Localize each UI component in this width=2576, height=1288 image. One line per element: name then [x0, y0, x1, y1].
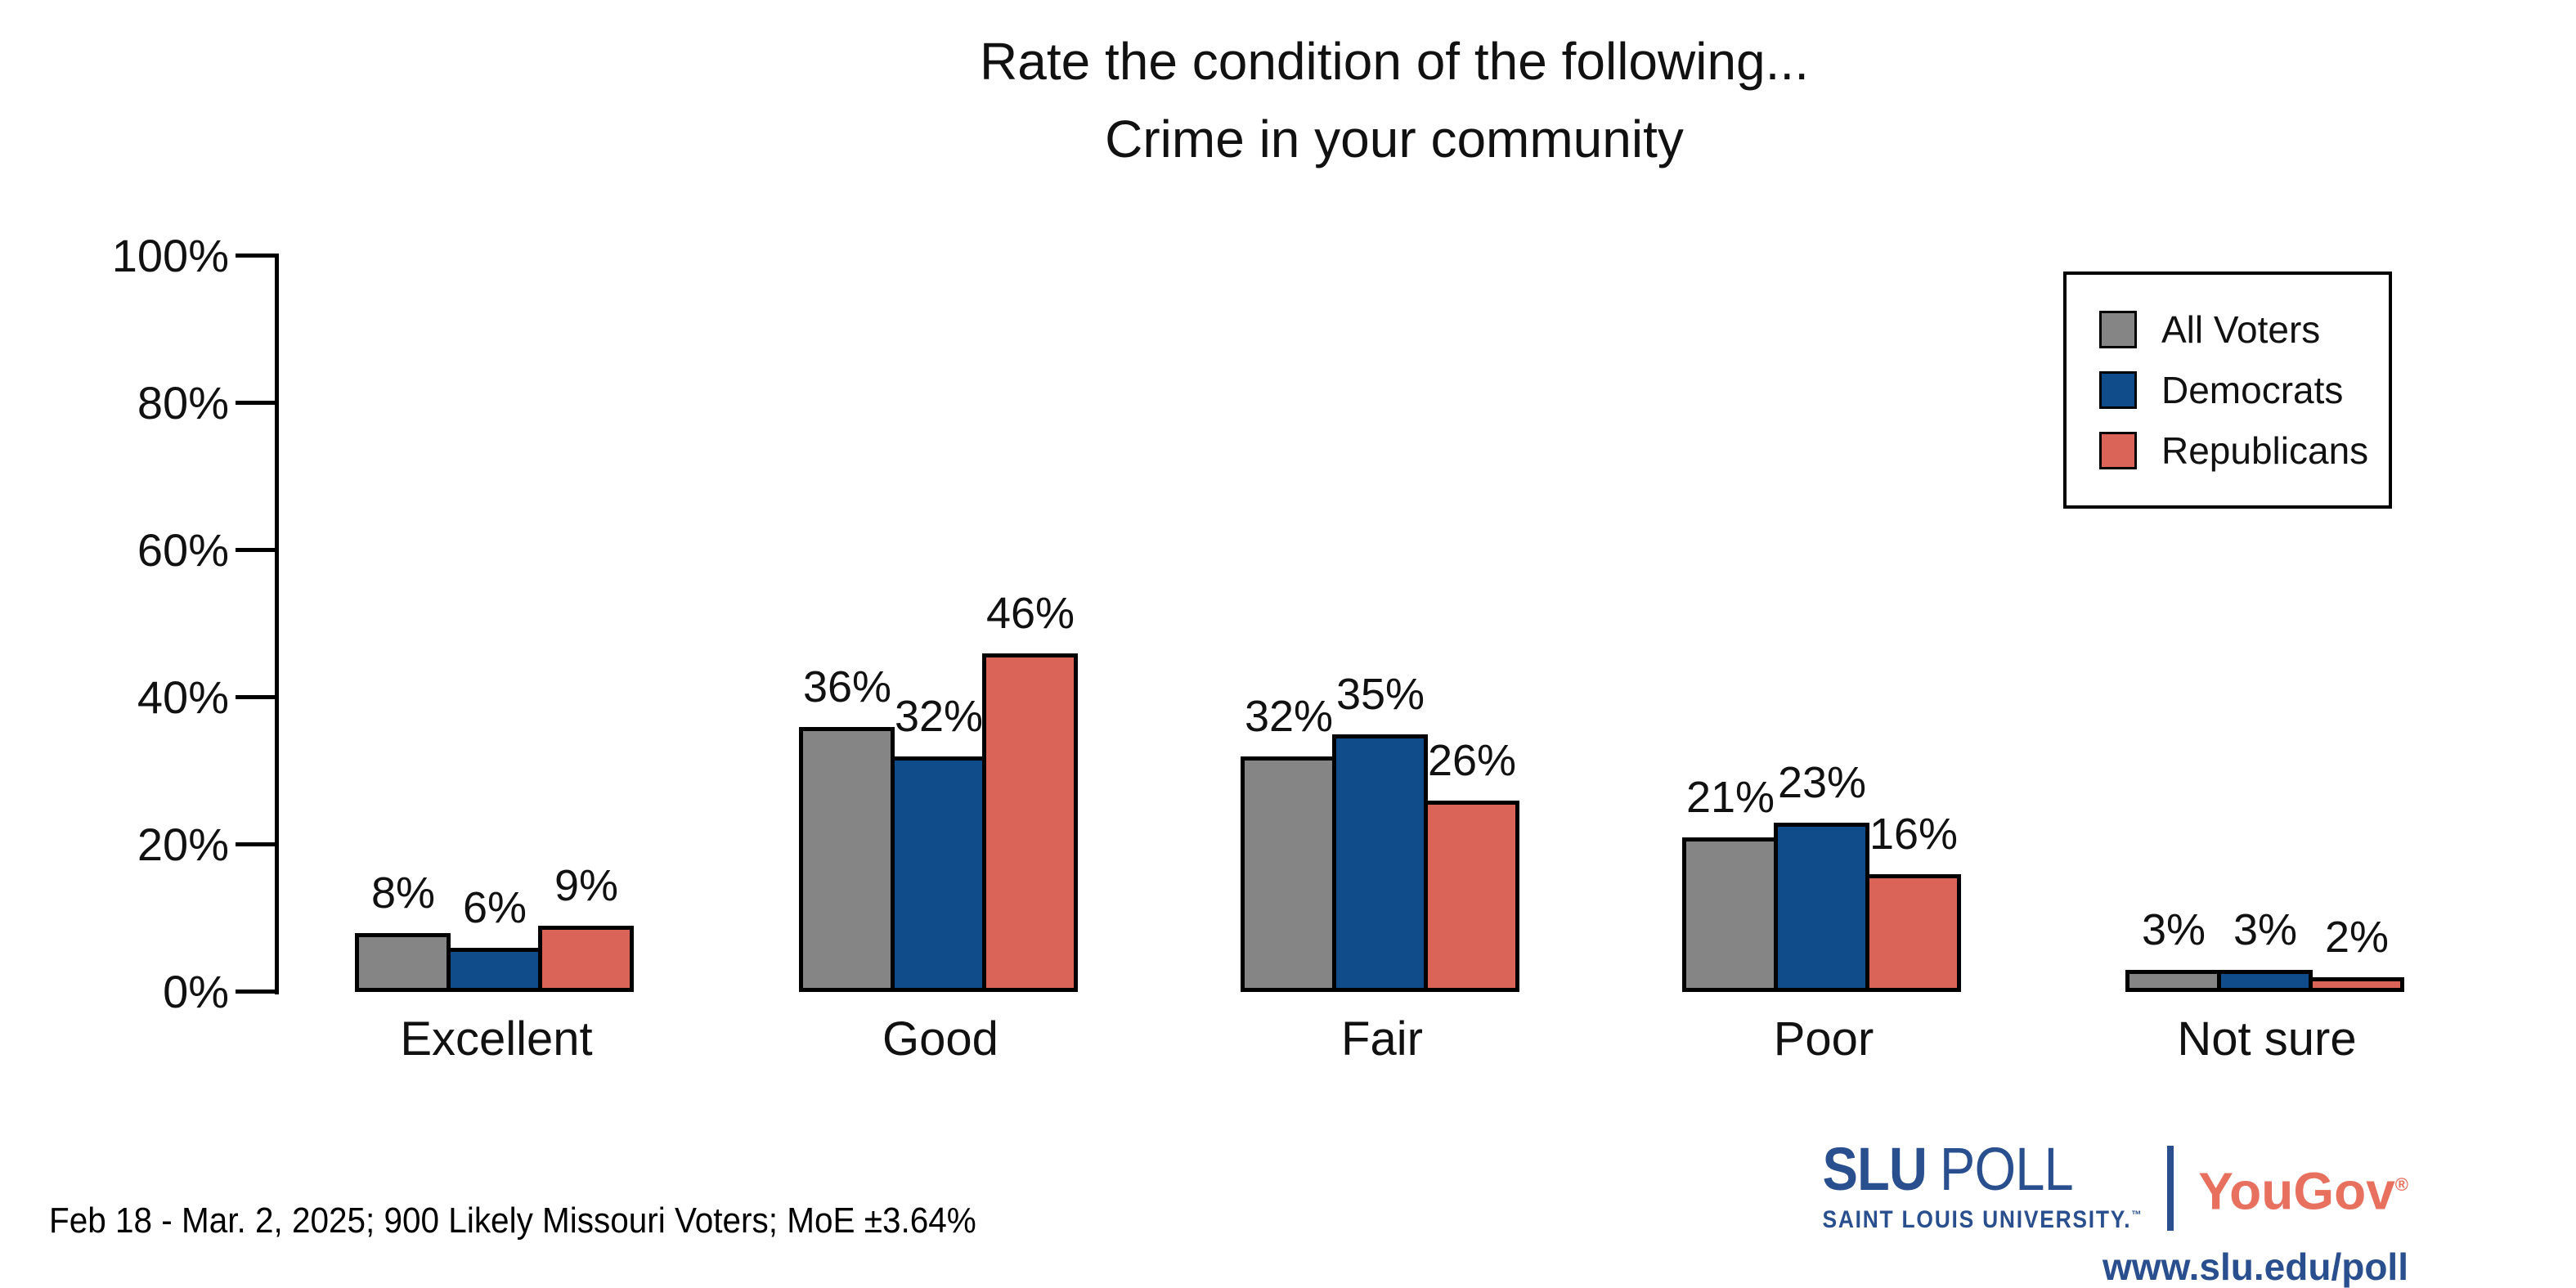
- legend-item: Republicans: [2099, 431, 2389, 470]
- y-axis-tick: [236, 695, 279, 699]
- bar: [799, 727, 895, 992]
- registered-symbol: ®: [2394, 1174, 2408, 1195]
- bar-value-label: 23%: [1777, 758, 1867, 807]
- bar-value-label: 36%: [802, 662, 892, 711]
- bar: [447, 948, 542, 992]
- category-label: Excellent: [400, 1012, 593, 1066]
- bar-value-label: 32%: [894, 692, 984, 741]
- logo-divider: [2167, 1145, 2174, 1231]
- poll-wordmark-text: POLL: [1939, 1135, 2074, 1203]
- branding-row: SLU POLL SAINT LOUIS UNIVERSITY.™ YouGov®: [1779, 1139, 2408, 1236]
- bar-value-label: 46%: [985, 589, 1075, 638]
- bar: [1424, 801, 1519, 992]
- slu-wordmark-text: SLU: [1822, 1135, 1927, 1203]
- category-label: Poor: [1773, 1012, 1874, 1066]
- y-axis-tick: [236, 401, 279, 405]
- legend-swatch-all-voters: [2099, 311, 2137, 348]
- y-axis-tick: [236, 548, 279, 552]
- category-label: Not sure: [2177, 1012, 2357, 1066]
- slu-poll-logo: SLU POLL SAINT LOUIS UNIVERSITY.™: [1822, 1139, 2143, 1236]
- bar-value-label: 9%: [554, 861, 619, 910]
- bar-value-label: 32%: [1244, 692, 1334, 741]
- bar: [1865, 874, 1961, 992]
- y-axis-tick: [236, 842, 279, 846]
- y-tick-label: 40%: [137, 671, 229, 723]
- bar-value-label: 3%: [2233, 905, 2298, 954]
- bar: [538, 926, 634, 992]
- legend-swatch-democrats: [2099, 371, 2137, 409]
- bar: [1682, 837, 1778, 992]
- legend-item: Democrats: [2099, 370, 2389, 410]
- bar-value-label: 21%: [1685, 773, 1775, 822]
- y-tick-label: 20%: [137, 819, 229, 870]
- category-label: Good: [882, 1012, 999, 1066]
- chart-title-line1: Rate the condition of the following...: [980, 32, 1809, 91]
- bar-value-label: 6%: [462, 883, 527, 932]
- bar: [1332, 734, 1428, 992]
- y-axis-tick: [236, 990, 279, 994]
- legend-item: All Voters: [2099, 310, 2389, 349]
- bar: [1241, 756, 1336, 992]
- slu-tagline: SAINT LOUIS UNIVERSITY.™: [1822, 1199, 2143, 1236]
- bar-value-label: 2%: [2324, 913, 2390, 962]
- y-axis: [275, 254, 279, 994]
- y-tick-label: 0%: [163, 966, 229, 1017]
- y-tick-label: 80%: [137, 377, 229, 429]
- y-tick-label: 60%: [137, 524, 229, 576]
- bar: [355, 933, 451, 992]
- bar: [982, 653, 1078, 992]
- bar-value-label: 3%: [2141, 905, 2206, 954]
- legend-swatch-republicans: [2099, 432, 2137, 469]
- bar: [2217, 970, 2313, 992]
- bar: [891, 756, 986, 992]
- slu-tagline-text: SAINT LOUIS UNIVERSITY.: [1822, 1206, 2132, 1233]
- bar-value-label: 26%: [1427, 736, 1517, 785]
- y-tick-label: 100%: [111, 230, 229, 281]
- branding: SLU POLL SAINT LOUIS UNIVERSITY.™ YouGov®…: [1779, 1139, 2408, 1288]
- chart-title: Rate the condition of the following... C…: [740, 23, 2049, 178]
- bar: [1774, 823, 1869, 992]
- bar: [2309, 977, 2404, 992]
- y-axis-tick: [236, 254, 279, 258]
- legend-label: Democrats: [2161, 369, 2344, 411]
- bar-value-label: 16%: [1869, 810, 1959, 859]
- trademark-symbol: ™: [2131, 1208, 2143, 1221]
- footer-note: Feb 18 - Mar. 2, 2025; 900 Likely Missou…: [49, 1200, 976, 1241]
- bar-value-label: 35%: [1335, 670, 1425, 719]
- yougov-wordmark-text: YouGov: [2198, 1161, 2395, 1221]
- legend: All Voters Democrats Republicans: [2063, 272, 2392, 509]
- chart-title-line2: Crime in your community: [1105, 110, 1684, 168]
- bar-value-label: 8%: [370, 868, 436, 918]
- category-label: Fair: [1341, 1012, 1423, 1066]
- slu-poll-wordmark: SLU POLL: [1822, 1139, 2073, 1200]
- bar: [2125, 970, 2221, 992]
- legend-label: All Voters: [2161, 308, 2321, 351]
- legend-label: Republicans: [2161, 429, 2369, 472]
- yougov-logo: YouGov®: [2198, 1157, 2408, 1218]
- poll-url: www.slu.edu/poll: [2103, 1245, 2408, 1288]
